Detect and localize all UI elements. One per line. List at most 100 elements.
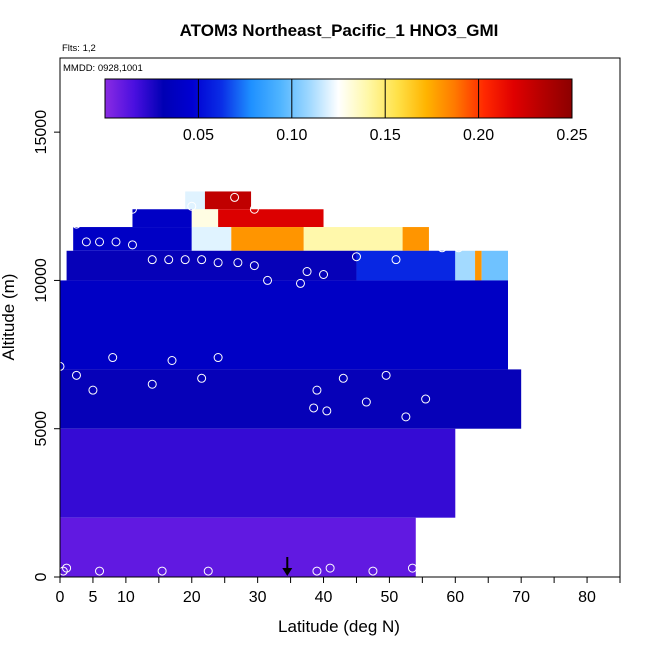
flight-point-6 [325,563,335,573]
flight-point-28 [95,237,105,247]
colorbar-gradient [104,78,573,119]
flight-point-7 [368,566,378,576]
flight-point-42 [319,269,329,279]
flight-point-24 [421,394,431,404]
flight-point-43 [351,252,361,262]
flight-point-15 [197,373,207,383]
flight-point-39 [263,275,273,285]
flight-point-46 [454,243,464,253]
x-tick-label-8: 70 [512,589,530,606]
field-cell-1 [204,191,252,210]
x-axis-label: Latitude (deg N) [278,617,400,636]
field-cell-2 [132,209,192,228]
axes: 0 5 10 20 30 40 50 60 70 80 0 5000 10000 15000 [33,57,621,606]
field-cell-11 [356,250,456,281]
field-cell-4 [218,209,324,228]
field-cell-17 [60,428,456,518]
y-tick-label-2: 10000 [33,258,50,303]
flight-point-17 [312,385,322,395]
flight-point-2 [95,566,105,576]
flights-label: Flts: 1,2 [62,43,96,54]
field-cell-7 [231,227,304,251]
field-cell-5 [73,227,192,251]
flight-point-27 [81,237,91,247]
flight-point-16 [213,353,223,363]
flight-point-40 [295,278,305,288]
x-tick-label-5: 40 [315,589,333,606]
x-tick-label-6: 50 [381,589,399,606]
colorbar-tick-label-3: 0.20 [463,127,494,144]
flight-point-32 [147,255,157,265]
y-tick-label-3: 15000 [33,110,50,155]
x-tick-label-7: 60 [446,589,464,606]
flight-point-30 [127,240,137,250]
flight-point-11 [88,385,98,395]
flight-point-19 [322,406,332,416]
flight-point-8 [407,563,417,573]
flight-point-3 [157,566,167,576]
flight-point-33 [164,255,174,265]
field-cell-18 [60,517,416,577]
x-tick-label-0: 0 [56,589,65,606]
flight-point-45 [437,243,447,253]
down-arrow-icon [282,568,293,576]
x-tick-label-1: 5 [88,589,97,606]
field-cell-8 [303,227,403,251]
x-tick-label-2: 10 [117,589,135,606]
plot-frame [59,57,621,578]
flight-point-10 [71,370,81,380]
flight-point-13 [147,379,157,389]
flight-point-25 [523,391,533,401]
field-cell-9 [402,227,429,251]
flight-point-31 [127,204,137,214]
flight-point-20 [338,373,348,383]
flight-point-23 [401,412,411,422]
x-tick-label-9: 80 [578,589,596,606]
flight-point-29 [111,237,121,247]
flight-point-38 [249,261,259,271]
x-tick-label-3: 20 [183,589,201,606]
y-axis-label: Altitude (m) [0,274,18,361]
flight-point-0 [58,566,68,576]
colorbar-tick-label-2: 0.15 [370,127,401,144]
flight-point-47 [187,201,197,211]
flight-point-35 [197,255,207,265]
flight-point-4 [203,566,213,576]
flight-point-21 [361,397,371,407]
flight-point-5 [312,566,322,576]
flight-point-18 [309,403,319,413]
flight-point-48 [230,192,240,202]
field-cell-6 [191,227,232,251]
flight-point-22 [381,370,391,380]
colorbar-tick-label-0: 0.05 [183,127,214,144]
field-cell-3 [191,209,219,228]
flight-points [55,192,533,576]
flight-point-12 [108,353,118,363]
flight-point-49 [249,204,259,214]
flight-point-26 [71,219,81,229]
colorbar-tick-label-1: 0.10 [276,127,307,144]
dates-label: MMDD: 0928,1001 [63,63,143,74]
flight-point-1 [62,563,72,573]
colorbar: 0.05 0.10 0.15 0.20 0.25 [104,78,588,144]
flight-point-36 [213,258,223,268]
field-cell-15 [60,280,508,370]
field-cell-16 [60,369,522,429]
y-tick-label-1: 5000 [33,411,50,447]
flight-point-34 [180,255,190,265]
field-cell-12 [455,250,476,281]
colorbar-tick-label-4: 0.25 [556,127,587,144]
field-cell-13 [475,250,482,281]
flight-point-41 [302,267,312,277]
field-cell-10 [66,250,357,281]
x-tick-label-4: 30 [249,589,267,606]
flight-point-14 [167,356,177,366]
field-cell-14 [481,250,508,281]
flight-point-37 [233,258,243,268]
chart-title: ATOM3 Northeast_Pacific_1 HNO3_GMI [180,21,499,40]
flight-point-44 [391,255,401,265]
y-tick-label-0: 0 [33,572,50,581]
concentration-field [60,191,522,577]
